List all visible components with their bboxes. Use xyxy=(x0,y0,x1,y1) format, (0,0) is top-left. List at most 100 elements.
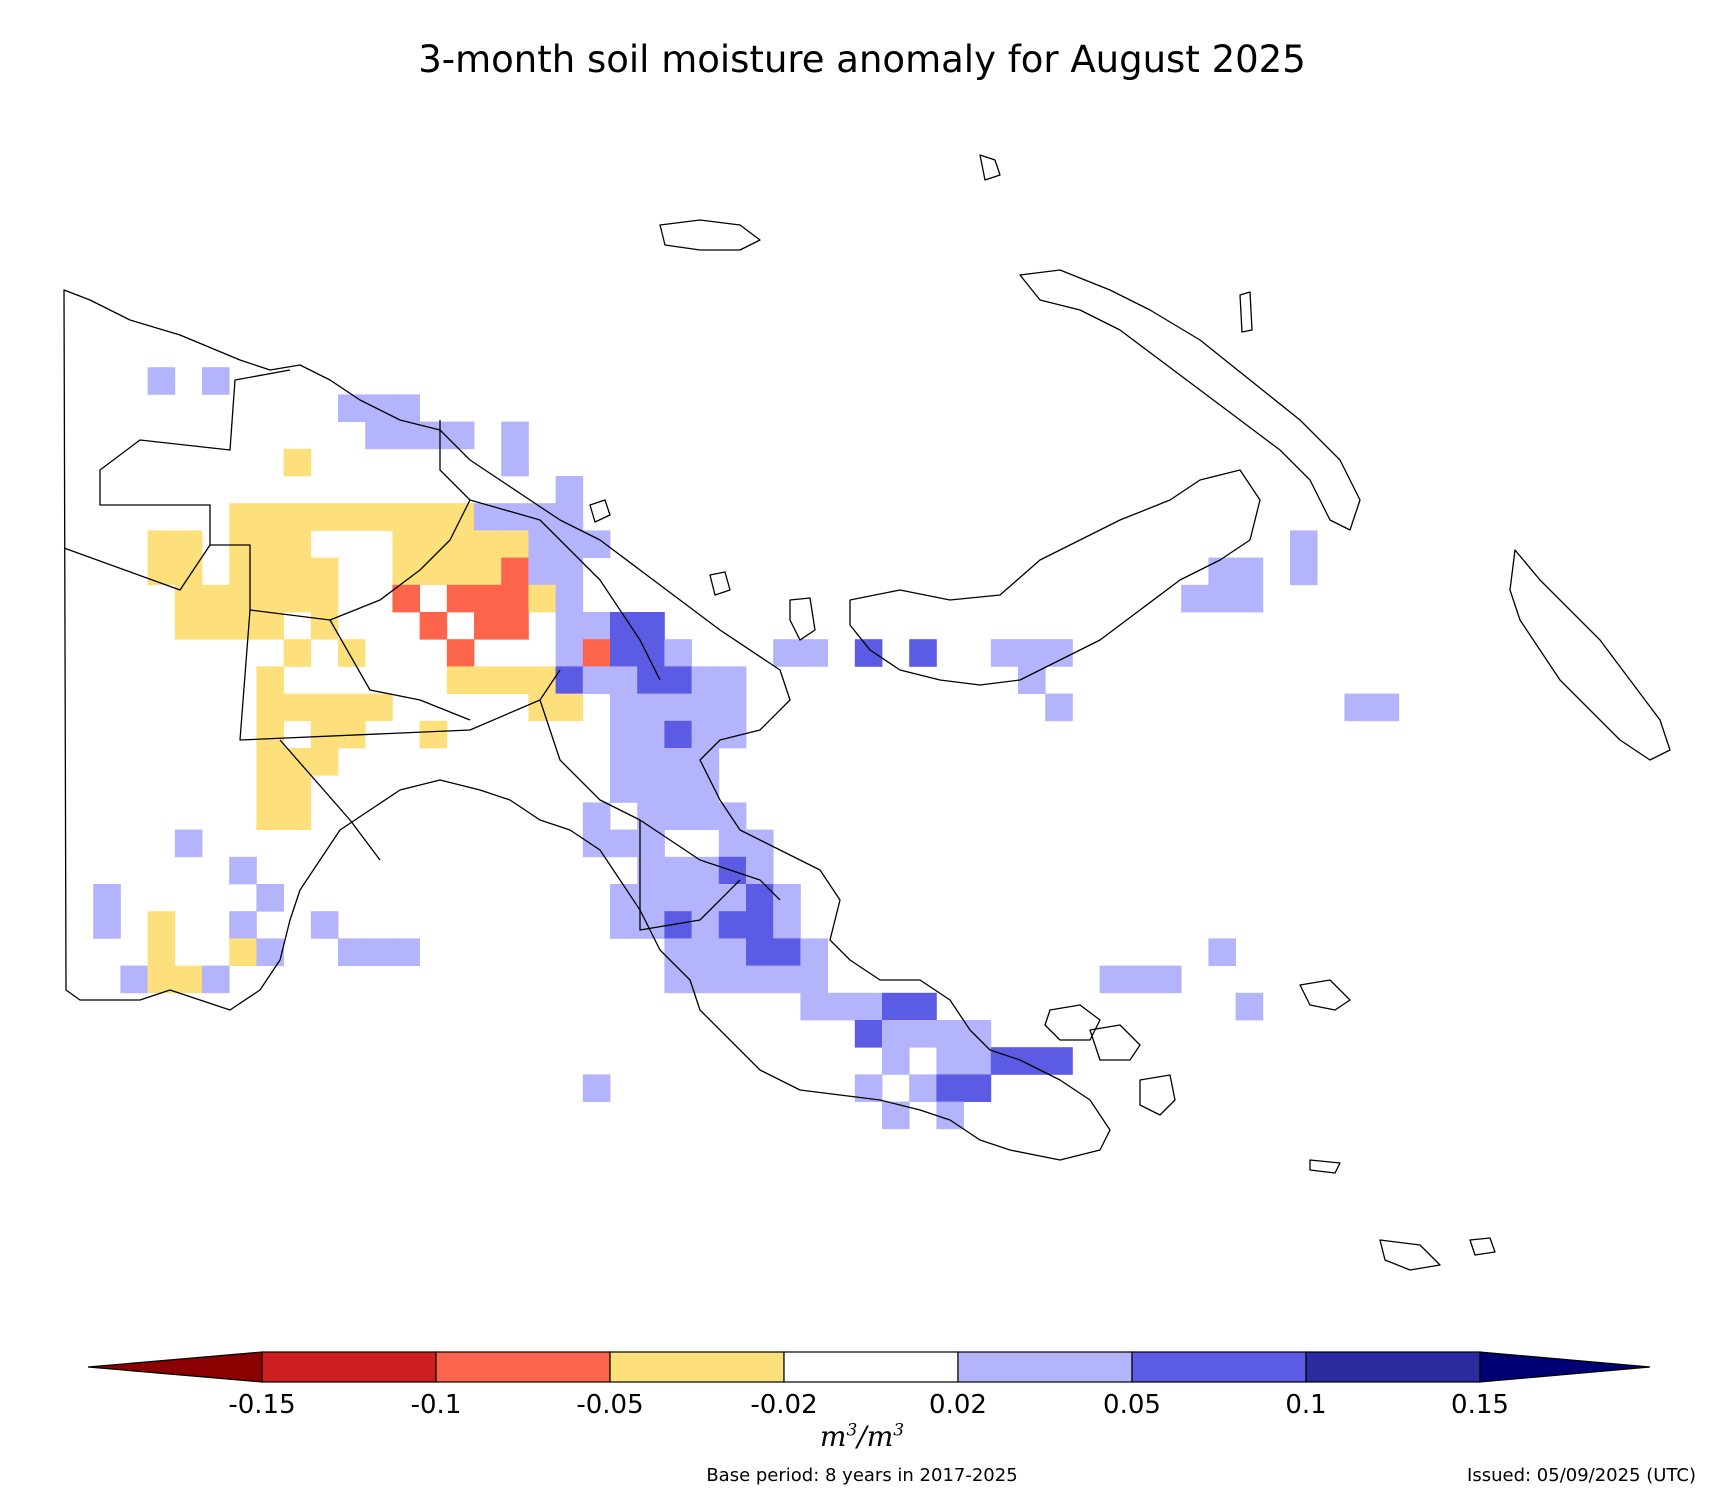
anomaly-cell xyxy=(555,530,584,558)
island-coastline xyxy=(1089,1024,1141,1061)
anomaly-cell xyxy=(936,1101,964,1130)
anomaly-cell xyxy=(229,503,257,531)
anomaly-cell xyxy=(664,720,692,749)
anomaly-cell xyxy=(310,720,339,749)
anomaly-cell xyxy=(1371,693,1400,722)
anomaly-cell xyxy=(1290,530,1318,558)
anomaly-cell xyxy=(582,802,611,830)
anomaly-cell xyxy=(501,448,529,477)
anomaly-cell xyxy=(256,530,284,558)
anomaly-cell xyxy=(419,503,448,531)
anomaly-cell xyxy=(256,666,284,694)
anomaly-cell xyxy=(773,965,801,994)
colorbar-segment xyxy=(783,1351,959,1383)
anomaly-cell xyxy=(854,992,883,1021)
anomaly-cell xyxy=(392,394,420,422)
anomaly-cell xyxy=(664,938,692,966)
anomaly-cell xyxy=(256,612,284,640)
province-boundary xyxy=(469,499,661,681)
colorbar-tick-label: -0.05 xyxy=(576,1390,644,1420)
anomaly-cell xyxy=(528,584,556,613)
mainland-coastline xyxy=(63,289,1111,1161)
anomaly-cell xyxy=(528,557,556,586)
anomaly-cell xyxy=(637,775,665,803)
anomaly-cell xyxy=(773,639,801,667)
anomaly-cell xyxy=(446,666,475,694)
anomaly-cell xyxy=(310,584,339,613)
anomaly-cell xyxy=(147,965,176,994)
anomaly-cell xyxy=(664,666,692,694)
anomaly-cell xyxy=(637,720,665,749)
anomaly-cell xyxy=(338,394,366,422)
anomaly-cell xyxy=(637,666,665,694)
anomaly-cell xyxy=(528,530,556,558)
colorbar-segment xyxy=(1305,1351,1481,1383)
anomaly-cell xyxy=(691,693,720,722)
anomaly-cell xyxy=(718,666,747,694)
anomaly-cell xyxy=(1045,1047,1073,1075)
anomaly-cell xyxy=(147,367,176,395)
anomaly-cell xyxy=(310,557,339,586)
anomaly-cell xyxy=(582,1074,611,1102)
base-period-note: Base period: 8 years in 2017-2025 xyxy=(706,1465,1018,1486)
colorbar-extend-high xyxy=(1479,1351,1651,1383)
anomaly-cell xyxy=(256,775,284,803)
anomaly-cell xyxy=(582,612,611,640)
anomaly-cell xyxy=(229,557,257,586)
anomaly-cell xyxy=(555,557,584,586)
anomaly-cell xyxy=(256,884,284,912)
anomaly-cell xyxy=(365,421,393,450)
anomaly-cell xyxy=(256,584,284,613)
anomaly-cell xyxy=(310,748,339,776)
anomaly-cell xyxy=(990,639,1019,667)
island-coastline xyxy=(589,499,611,523)
anomaly-cell xyxy=(582,666,611,694)
new-britain-coastline xyxy=(849,469,1261,686)
anomaly-cell xyxy=(718,938,747,966)
anomaly-cell xyxy=(256,720,284,749)
anomaly-cell xyxy=(963,1020,992,1048)
anomaly-cell xyxy=(637,748,665,776)
anomaly-cell xyxy=(392,503,420,531)
anomaly-cell xyxy=(365,938,393,966)
anomaly-cell xyxy=(283,639,312,667)
anomaly-cell xyxy=(854,639,883,667)
island-coastline xyxy=(1139,1074,1176,1116)
anomaly-cell xyxy=(773,938,801,966)
anomaly-cell xyxy=(365,693,393,722)
anomaly-cell xyxy=(746,938,774,966)
anomaly-cell xyxy=(963,1047,992,1075)
anomaly-cell xyxy=(637,802,665,830)
anomaly-cell xyxy=(446,530,475,558)
island-coastline xyxy=(1309,1159,1341,1174)
anomaly-cell xyxy=(310,693,339,722)
anomaly-cell xyxy=(610,829,638,858)
anomaly-cell xyxy=(256,503,284,531)
anomaly-cell xyxy=(691,965,720,994)
anomaly-cell xyxy=(501,530,529,558)
island-coastline xyxy=(789,597,816,641)
anomaly-cell xyxy=(229,584,257,613)
province-boundary xyxy=(329,619,471,721)
anomaly-cell xyxy=(202,584,230,613)
anomaly-cell xyxy=(691,938,720,966)
anomaly-cell xyxy=(501,503,529,531)
anomaly-cell xyxy=(1045,639,1073,667)
anomaly-cell xyxy=(664,693,692,722)
anomaly-cell xyxy=(909,992,937,1021)
anomaly-cell xyxy=(936,1020,964,1048)
anomaly-cell xyxy=(338,503,366,531)
anomaly-cell xyxy=(827,992,856,1021)
province-boundary xyxy=(239,609,561,741)
anomaly-cell xyxy=(229,911,257,939)
anomaly-cell xyxy=(637,612,665,640)
bougainville-coastline xyxy=(1509,549,1671,761)
anomaly-cell xyxy=(691,856,720,885)
anomaly-cell xyxy=(174,530,203,558)
anomaly-cell xyxy=(1344,693,1372,722)
anomaly-cell xyxy=(474,584,502,613)
colorbar-unit-label: m3/m3 xyxy=(819,1420,905,1453)
anomaly-cell xyxy=(256,693,284,722)
anomaly-cell xyxy=(229,530,257,558)
